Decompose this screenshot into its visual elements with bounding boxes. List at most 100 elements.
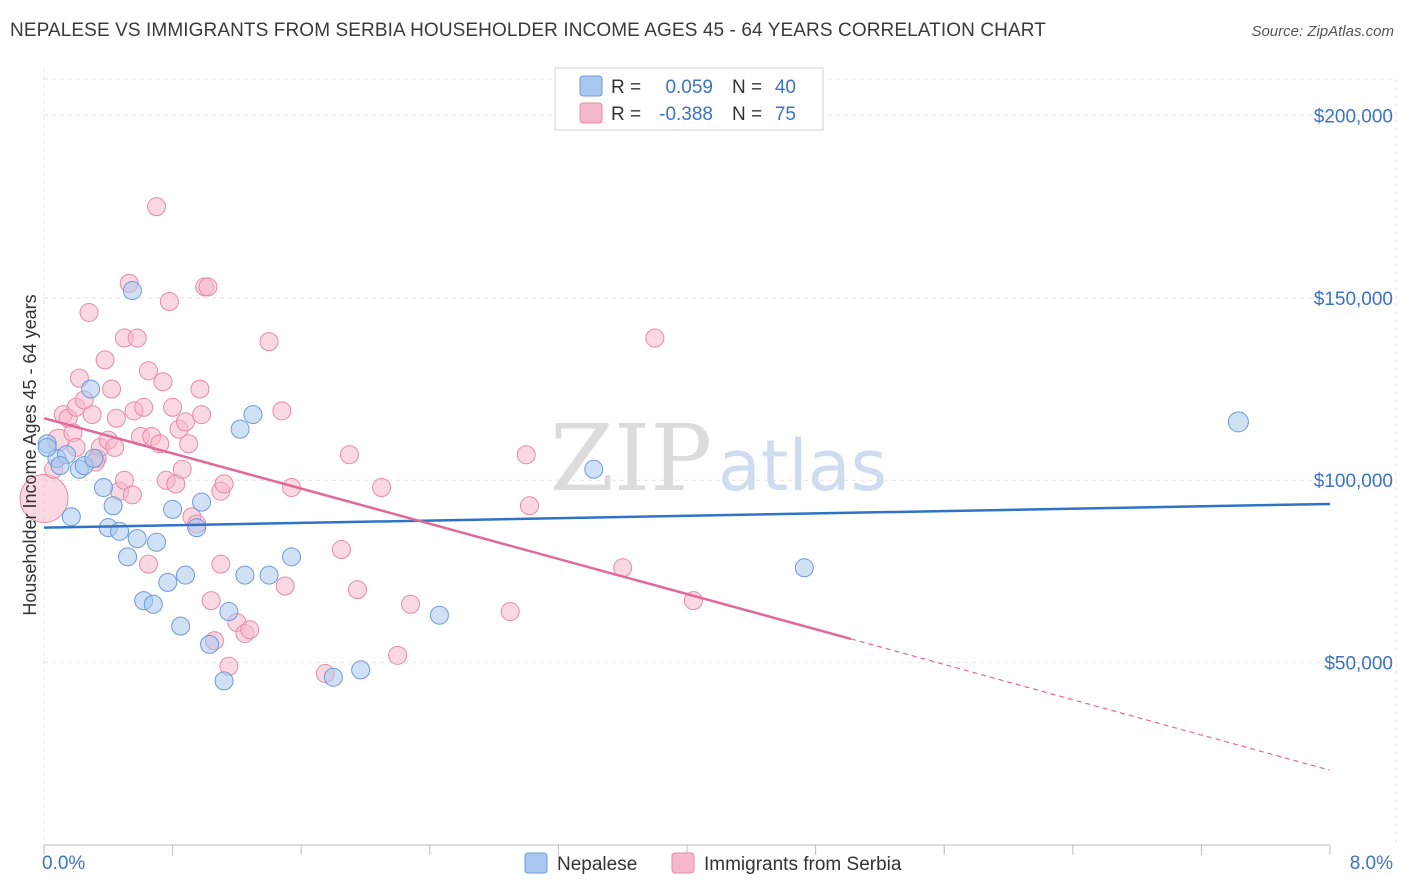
nepalese-point	[122, 281, 142, 301]
serbia-point	[179, 434, 199, 454]
legend-swatch-serbia	[579, 102, 603, 124]
nepalese-point	[219, 602, 239, 622]
serbia-point	[114, 470, 134, 490]
serbia-point	[500, 602, 520, 622]
nepalese-point	[259, 565, 279, 585]
legend-n-label-nepalese: N =	[732, 77, 762, 98]
legend-n-value-nepalese: 40	[775, 77, 796, 98]
serbia-point	[331, 540, 351, 560]
serbia-point	[259, 332, 279, 352]
serbia-point	[275, 576, 295, 596]
nepalese-point	[147, 532, 167, 552]
nepalese-point	[163, 499, 183, 519]
nepalese-point	[200, 634, 220, 654]
nepalese-point	[187, 518, 207, 538]
serbia-trend-line	[43, 417, 852, 641]
serbia-point	[82, 405, 102, 425]
series-legend: Nepalese Immigrants from Serbia	[524, 852, 902, 875]
serbia-point	[347, 580, 367, 600]
x-tick-label-min: 0.0%	[42, 853, 85, 874]
nepalese-point	[37, 437, 57, 457]
serbia-point	[138, 554, 158, 574]
bottom-legend-swatch-nepalese	[524, 852, 548, 874]
legend-r-value-nepalese: 0.059	[665, 77, 713, 98]
nepalese-point	[323, 667, 343, 687]
nepalese-point	[192, 492, 212, 512]
nepalese-point	[282, 547, 302, 567]
serbia-point	[153, 372, 173, 392]
serbia-point	[201, 591, 221, 611]
nepalese-point	[81, 379, 101, 399]
legend-r-label-serbia: R =	[611, 104, 641, 125]
nepalese-point	[50, 456, 70, 476]
serbia-point	[388, 645, 408, 665]
y-tick-labels: $50,000 $100,000 $150,000 $200,000	[1314, 106, 1393, 674]
y-tick-label: $150,000	[1314, 289, 1393, 310]
serbia-point	[163, 397, 183, 417]
serbia-point	[79, 302, 99, 322]
serbia-point	[240, 620, 260, 640]
serbia-point	[127, 328, 147, 348]
nepalese-point	[175, 565, 195, 585]
serbia-point	[272, 401, 292, 421]
nepalese-points	[37, 281, 1249, 691]
serbia-point	[19, 473, 69, 523]
watermark-atlas: atlas	[718, 425, 887, 507]
serbia-point	[372, 478, 392, 498]
serbia-point	[175, 412, 195, 432]
nepalese-point	[118, 547, 138, 567]
serbia-point	[138, 361, 158, 381]
serbia-point	[198, 277, 218, 297]
nepalese-trend-line	[43, 502, 1331, 529]
x-tick-label-max: 8.0%	[1350, 853, 1393, 874]
serbia-point	[214, 474, 234, 494]
nepalese-point	[93, 478, 113, 498]
watermark: ZIP atlas	[550, 405, 887, 512]
source-label: Source: ZipAtlas.com	[1251, 23, 1394, 40]
legend-n-label-serbia: N =	[732, 104, 762, 125]
serbia-point	[519, 496, 539, 516]
serbia-point	[95, 350, 115, 370]
serbia-point	[339, 445, 359, 465]
serbia-point	[211, 554, 231, 574]
serbia-point	[401, 594, 421, 614]
legend-n-value-serbia: 75	[775, 104, 796, 125]
serbia-point	[134, 397, 154, 417]
serbia-point	[190, 379, 210, 399]
nepalese-point	[230, 419, 250, 439]
watermark-zip: ZIP	[550, 405, 712, 512]
nepalese-point	[243, 405, 263, 425]
chart-title: NEPALESE VS IMMIGRANTS FROM SERBIA HOUSE…	[10, 20, 1046, 41]
nepalese-point	[794, 558, 814, 578]
nepalese-point	[351, 660, 371, 680]
nepalese-point	[84, 448, 104, 468]
y-tick-label: $200,000	[1314, 106, 1393, 127]
y-axis-label: Householder Income Ages 45 - 64 years	[20, 294, 40, 615]
nepalese-point	[235, 565, 255, 585]
serbia-point	[645, 328, 665, 348]
y-tick-label: $100,000	[1314, 471, 1393, 492]
nepalese-point	[103, 496, 123, 516]
serbia-point	[122, 485, 142, 505]
legend-r-label-nepalese: R =	[611, 77, 641, 98]
nepalese-point	[158, 572, 178, 592]
serbia-trend-extension	[850, 638, 1331, 771]
bottom-legend-swatch-serbia	[671, 852, 695, 874]
nepalese-point	[127, 529, 147, 549]
nepalese-point	[171, 616, 191, 636]
serbia-point	[147, 197, 167, 217]
serbia-point	[106, 408, 126, 428]
serbia-point	[172, 459, 192, 479]
nepalese-point	[143, 594, 163, 614]
correlation-legend: R = 0.059 N = 40 R = -0.388 N = 75	[554, 67, 824, 131]
legend-r-value-serbia: -0.388	[659, 104, 713, 125]
bottom-legend-label-nepalese: Nepalese	[557, 854, 637, 875]
y-tick-label: $50,000	[1324, 654, 1393, 675]
bottom-legend-label-serbia: Immigrants from Serbia	[704, 854, 902, 875]
nepalese-point	[214, 671, 234, 691]
serbia-point	[105, 437, 125, 457]
nepalese-point	[61, 507, 81, 527]
serbia-point	[516, 445, 536, 465]
nepalese-point	[1227, 411, 1249, 433]
